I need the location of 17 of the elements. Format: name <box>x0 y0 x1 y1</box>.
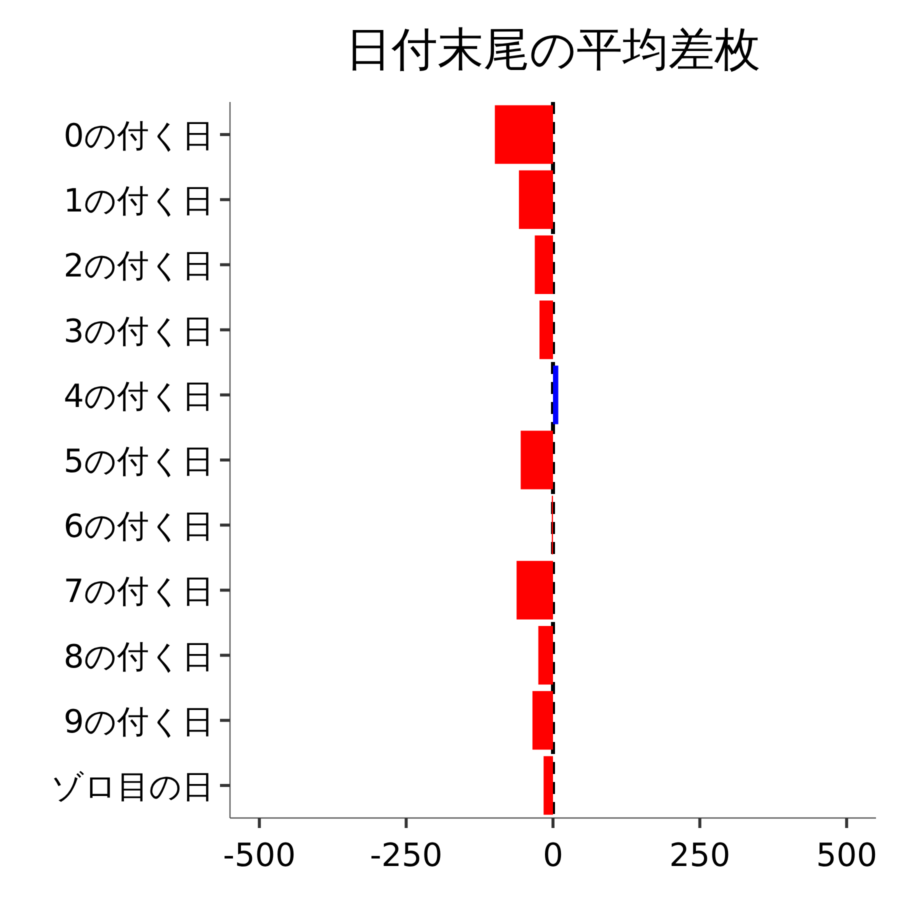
x-tick-label: 500 <box>816 836 878 874</box>
y-tick-label: 3の付く日 <box>64 312 214 350</box>
x-tick-label: 250 <box>669 836 730 874</box>
x-tick-label: -500 <box>223 836 296 874</box>
y-tick-label: 0の付く日 <box>64 116 214 155</box>
y-tick-label: 6の付く日 <box>64 507 214 546</box>
x-tick-label: 0 <box>542 836 564 874</box>
y-tick-label: 7の付く日 <box>64 572 214 610</box>
y-tick-label: 2の付く日 <box>64 246 214 285</box>
y-tick-label: 4の付く日 <box>64 376 214 415</box>
y-tick-label: 8の付く日 <box>64 637 214 676</box>
y-tick-label: 1の付く日 <box>64 182 214 220</box>
x-tick-label: -250 <box>370 836 442 874</box>
y-tick-label: 5の付く日 <box>64 442 214 480</box>
y-tick-label: 9の付く日 <box>64 702 214 740</box>
y-tick-label: ゾロ目の日 <box>51 767 214 806</box>
chart-title: 日付末尾の平均差枚 <box>346 22 760 76</box>
